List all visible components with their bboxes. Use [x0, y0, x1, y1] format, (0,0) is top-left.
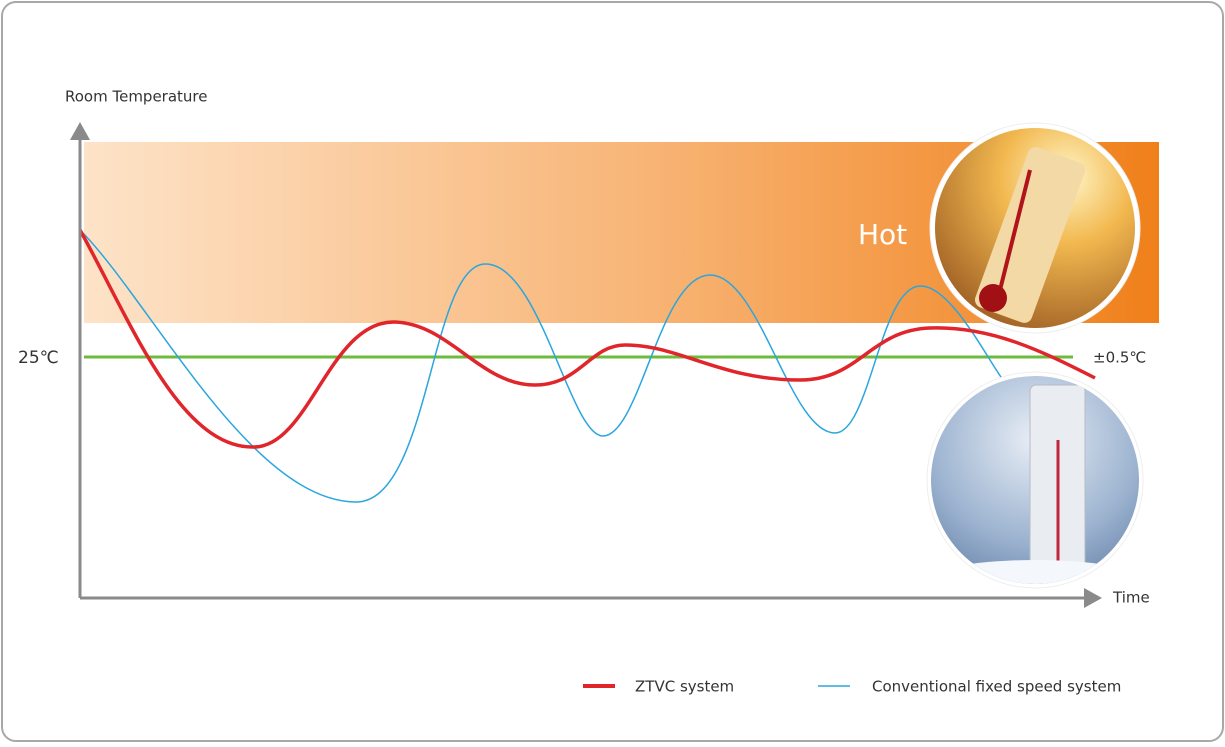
x-axis-label: Time	[1112, 589, 1150, 607]
y-axis-label: Room Temperature	[65, 88, 208, 106]
reference-label: 25℃	[18, 348, 59, 368]
legend-label: Conventional fixed speed system	[872, 678, 1121, 696]
hot-image	[929, 122, 1141, 334]
tolerance-label: ±0.5℃	[1093, 349, 1146, 367]
legend-label: ZTVC system	[635, 678, 734, 696]
hot-label: Hot	[858, 218, 907, 251]
x-axis-arrow	[1084, 588, 1102, 608]
y-axis-arrow	[70, 122, 90, 140]
ztvc-curve	[78, 229, 1096, 449]
conventional-curve	[79, 229, 1004, 503]
